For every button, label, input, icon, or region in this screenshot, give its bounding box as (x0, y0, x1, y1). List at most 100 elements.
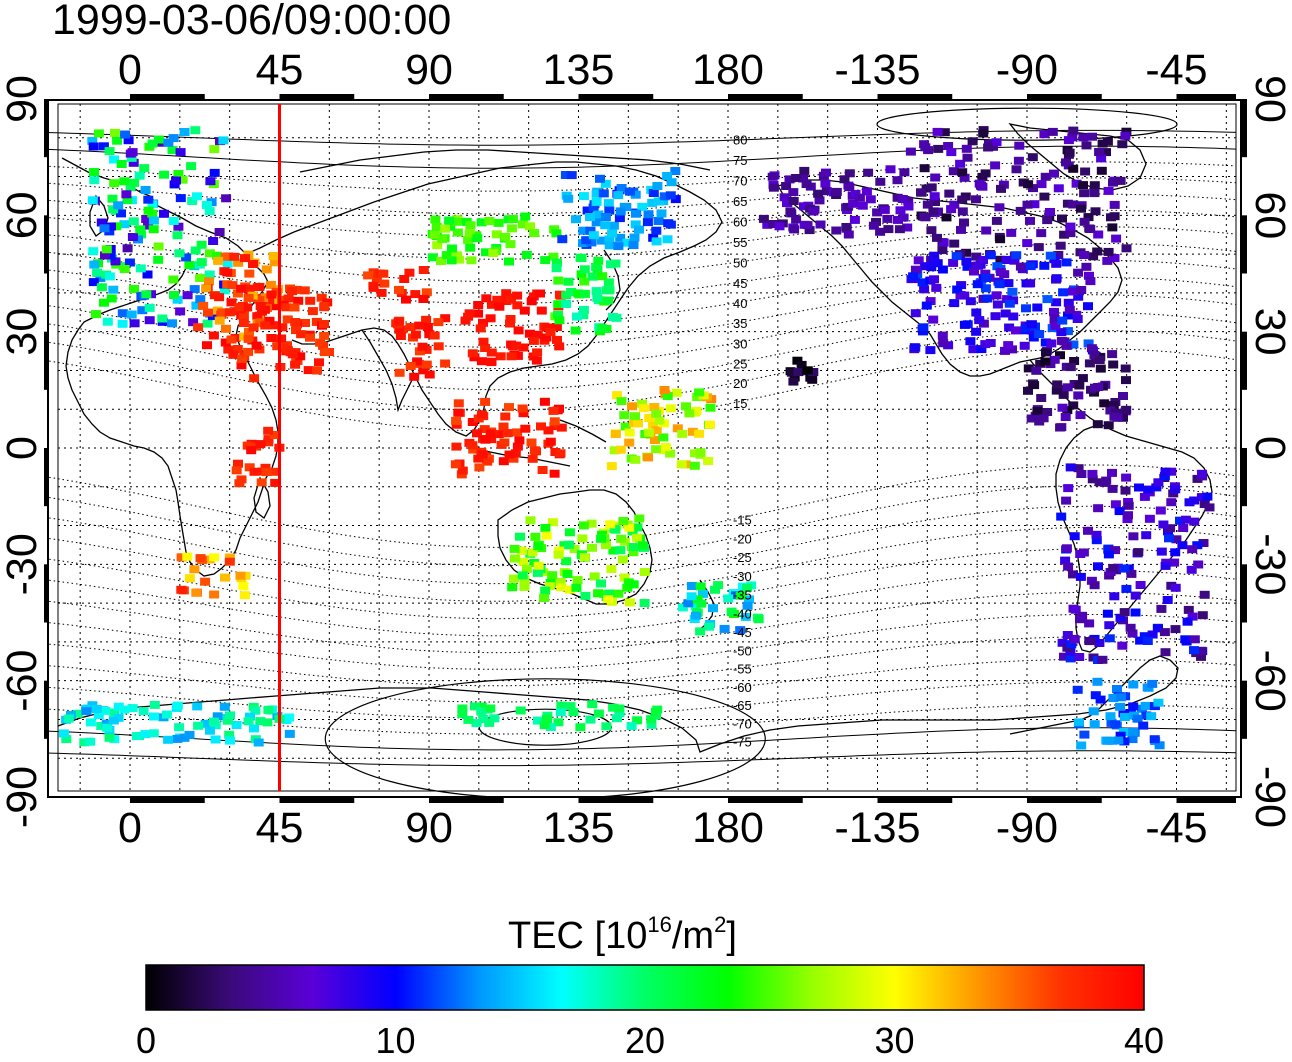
tec-tile (639, 568, 650, 576)
tec-tile (568, 708, 579, 717)
tec-tile (511, 341, 522, 350)
tec-tile (451, 217, 462, 226)
left-latitude-label: -90 (0, 766, 46, 828)
tec-tile (603, 278, 614, 287)
tec-tile (148, 225, 159, 234)
tec-tile (102, 317, 113, 326)
tec-tile (1156, 547, 1167, 556)
tec-tile (957, 207, 968, 216)
magnetic-latitude-label: -25 (733, 550, 752, 565)
tec-tile (1141, 531, 1152, 540)
tec-tile (137, 306, 148, 315)
tec-tile (144, 303, 155, 312)
tec-tile (101, 245, 112, 254)
tec-tile (405, 362, 416, 370)
tec-tile (634, 225, 644, 234)
tec-tile (508, 454, 519, 463)
tec-tile (527, 454, 538, 463)
tec-tile (173, 170, 184, 178)
tec-tile (605, 520, 616, 529)
tec-tile (500, 232, 511, 241)
tec-tile (1151, 483, 1162, 492)
tec-tile (208, 237, 219, 245)
tec-tile (1060, 556, 1071, 565)
tec-tile (980, 269, 991, 278)
tec-tile (648, 420, 659, 429)
tec-tile (478, 715, 489, 724)
magnetic-latitude-contour (48, 348, 1237, 432)
tec-tile (1092, 420, 1103, 429)
tec-tile (148, 216, 159, 225)
tec-tile (243, 334, 254, 343)
tec-tile (249, 467, 260, 476)
tec-tile (651, 445, 662, 454)
tec-tile (457, 704, 468, 713)
tec-tile (1086, 344, 1097, 353)
tec-tile (651, 426, 662, 435)
tec-tile (647, 198, 658, 207)
tec-tile (981, 226, 992, 235)
tec-tile (202, 319, 213, 328)
tec-tile (992, 262, 1003, 271)
tec-tile (307, 307, 318, 316)
tec-tile (1056, 423, 1067, 432)
tec-tile (252, 312, 263, 321)
tec-tile (1103, 421, 1114, 430)
tec-tile (962, 153, 973, 162)
tec-tile (1057, 214, 1067, 223)
tec-tile (1021, 304, 1031, 313)
tec-tile (965, 337, 976, 346)
bottom-longitude-label: -45 (1145, 804, 1207, 852)
tec-tile (872, 208, 883, 217)
tec-tile (595, 174, 605, 183)
tec-tile (422, 323, 433, 331)
tec-tile (790, 174, 801, 182)
tec-tile (1181, 637, 1192, 646)
tec-tile (723, 594, 734, 603)
tec-tile (799, 166, 810, 175)
tec-tile (96, 283, 107, 292)
tec-tile (596, 534, 607, 543)
tec-tile (1107, 484, 1118, 493)
tec-tile (72, 709, 83, 718)
tec-tile (108, 285, 119, 294)
tec-tile (109, 155, 119, 164)
tec-tile (585, 226, 596, 235)
tec-tile (541, 333, 552, 342)
tec-tile (1076, 470, 1087, 478)
tec-tile (113, 702, 124, 711)
tec-tile (209, 168, 220, 177)
tec-tile (143, 195, 154, 204)
tec-tile (479, 425, 490, 434)
tec-tile (485, 314, 496, 323)
tec-tile (143, 221, 153, 230)
tec-tile (601, 541, 611, 550)
tec-tile (1121, 584, 1132, 593)
tec-tile (467, 349, 478, 358)
tec-tile (587, 272, 598, 281)
tec-tile (269, 431, 280, 439)
tec-tile (111, 222, 122, 231)
tec-tile (176, 553, 187, 562)
frame-band-right (1241, 99, 1247, 158)
tec-tile (491, 230, 502, 239)
tec-tile (127, 704, 138, 713)
tec-tile (470, 702, 480, 711)
tec-tile (214, 316, 225, 325)
tec-tile (781, 182, 792, 190)
tec-tile (139, 164, 150, 173)
magnetic-latitude-contour (48, 591, 1237, 654)
tec-tile (551, 323, 562, 331)
tec-tile (1087, 475, 1098, 484)
frame-band-top (578, 94, 654, 100)
tec-tile (1110, 546, 1120, 555)
tec-tile (1051, 274, 1062, 283)
tec-tile (465, 221, 476, 230)
tec-tile (615, 207, 626, 216)
tec-tile (414, 347, 425, 356)
tec-tile (1114, 507, 1125, 516)
tec-tile (1127, 735, 1138, 744)
tec-tile (571, 215, 581, 224)
tec-tile (628, 548, 639, 557)
frame-band-left (44, 680, 48, 739)
